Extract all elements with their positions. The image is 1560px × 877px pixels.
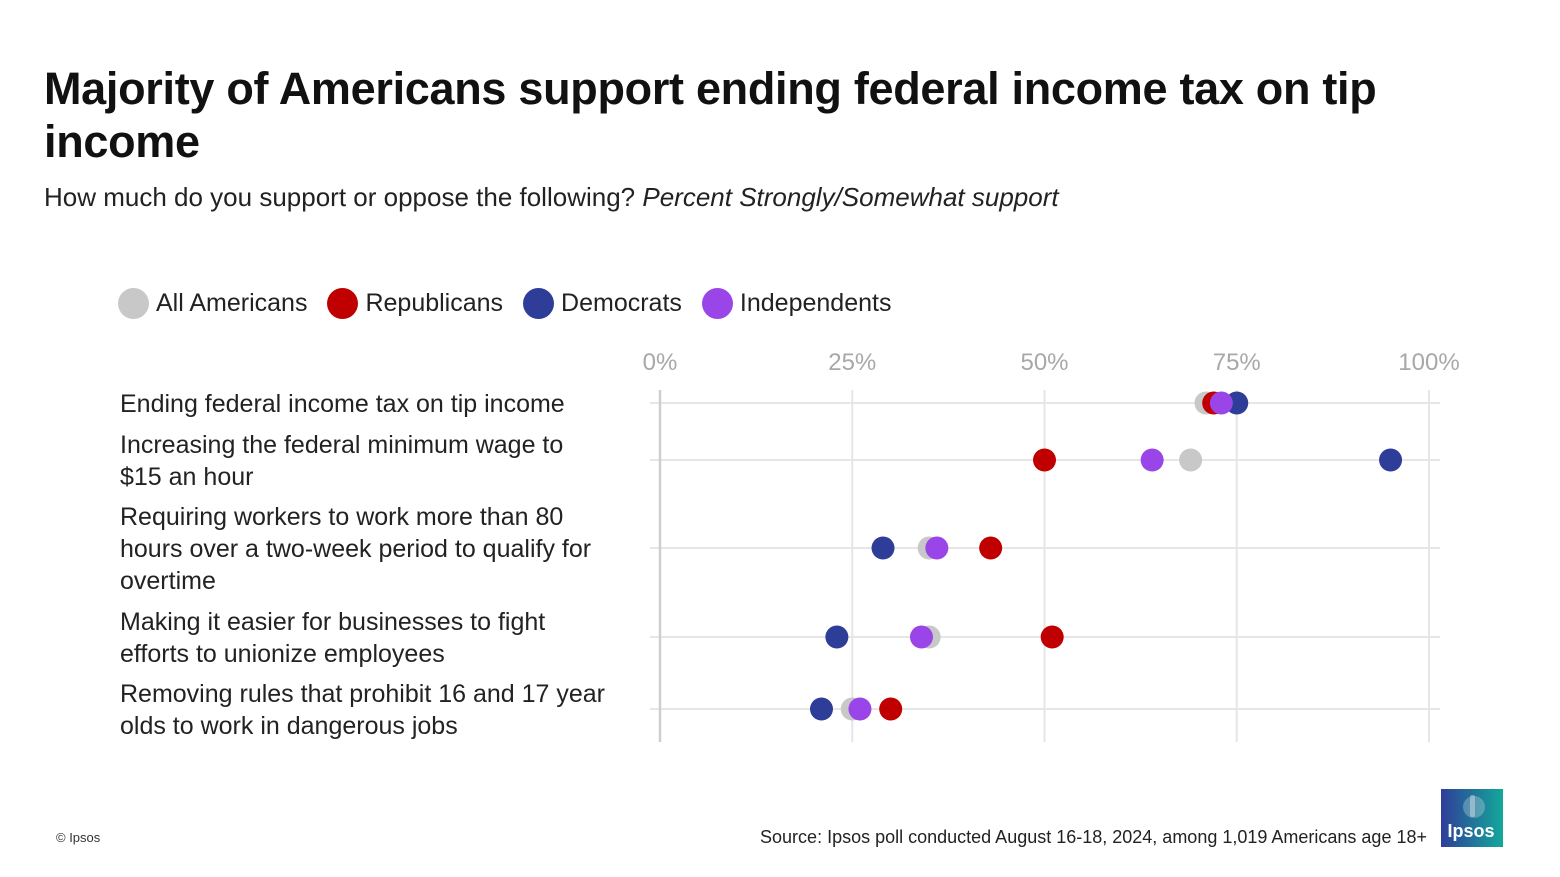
category-label: Removing rules that prohibit 16 and 17 y… (120, 680, 605, 740)
x-tick-label: 75% (1213, 349, 1261, 376)
category-label-line: Increasing the federal minimum wage to (120, 431, 563, 459)
legend-label: Independents (739, 288, 892, 317)
legend-label: Democrats (561, 288, 682, 317)
legend-item-independents: Independents (701, 287, 892, 319)
dot-democrats (825, 625, 849, 649)
dot-independents (848, 697, 872, 721)
category-label-line: Ending federal income tax on tip income (120, 390, 565, 418)
dot-independents (1209, 391, 1233, 415)
dot-all-americans (1179, 448, 1203, 472)
x-tick-label: 0% (643, 349, 678, 376)
category-label-line: overtime (120, 567, 216, 595)
dot-democrats (809, 697, 833, 721)
copyright-text: © Ipsos (56, 830, 101, 845)
dot-republicans (879, 697, 903, 721)
dot-republicans (979, 536, 1003, 560)
ipsos-logo-icon: Ipsos (1441, 789, 1503, 847)
dot-republicans (1040, 625, 1064, 649)
legend-swatch-democrats (523, 287, 555, 319)
source-note: Source: Ipsos poll conducted August 16-1… (760, 827, 1427, 847)
legend-item-republicans: Republicans (327, 287, 504, 319)
x-tick-label: 50% (1020, 349, 1068, 376)
dot-independents (909, 625, 933, 649)
subtitle-question: How much do you support or oppose the fo… (44, 182, 636, 212)
dot-independents (925, 536, 949, 560)
category-label-line: Requiring workers to work more than 80 (120, 503, 563, 531)
dot-democrats (871, 536, 895, 560)
dot-independents (1140, 448, 1164, 472)
dot-republicans (1033, 448, 1056, 472)
legend-item-democrats: Democrats (523, 287, 682, 319)
category-label: Ending federal income tax on tip income (120, 390, 565, 418)
x-tick-label: 100% (1398, 349, 1459, 376)
category-label-line: $15 an hour (120, 463, 253, 491)
category-label-line: Removing rules that prohibit 16 and 17 y… (120, 680, 605, 708)
category-label: Increasing the federal minimum wage to $1… (120, 431, 563, 491)
category-label-line: Making it easier for businesses to fight (120, 608, 545, 636)
category-label: Requiring workers to work more than 80 ho… (120, 503, 591, 595)
legend-swatch-independents (701, 287, 733, 319)
dot-democrats (1379, 448, 1403, 472)
category-label-line: olds to work in dangerous jobs (120, 712, 458, 740)
legend-swatch-all-americans (118, 287, 149, 319)
chart-subtitle: How much do you support or oppose the fo… (44, 180, 1059, 214)
legend-item-all-americans: All Americans (118, 287, 308, 319)
category-label-line: hours over a two-week period to qualify … (120, 535, 591, 563)
logo-text: Ipsos (1447, 821, 1494, 841)
x-tick-label: 25% (828, 349, 876, 376)
chart-legend: All Americans Republicans Democrats Inde… (118, 284, 911, 322)
legend-swatch-republicans (327, 287, 359, 319)
legend-label: All Americans (156, 288, 308, 317)
chart-title: Majority of Americans support ending fed… (44, 63, 1377, 167)
category-label: Making it easier for businesses to fight… (120, 608, 545, 668)
subtitle-measure: Percent Strongly/Somewhat support (642, 182, 1059, 212)
category-label-line: efforts to unionize employees (120, 640, 445, 668)
legend-label: Republicans (365, 288, 504, 317)
